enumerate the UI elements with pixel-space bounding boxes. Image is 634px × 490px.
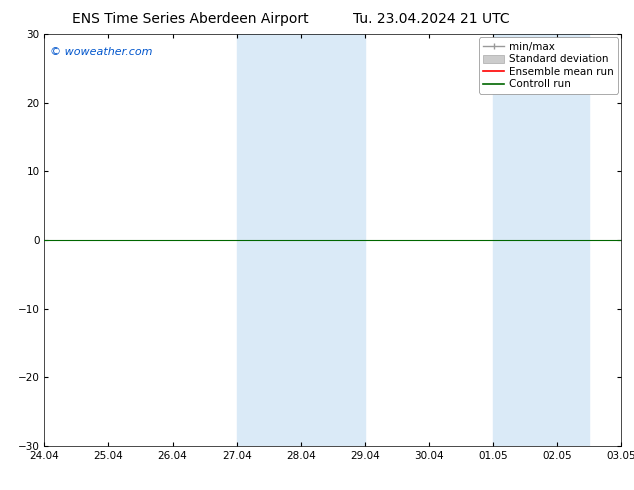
Text: © woweather.com: © woweather.com: [50, 47, 153, 57]
Text: ENS Time Series Aberdeen Airport: ENS Time Series Aberdeen Airport: [72, 12, 309, 26]
Legend: min/max, Standard deviation, Ensemble mean run, Controll run: min/max, Standard deviation, Ensemble me…: [479, 37, 618, 94]
Bar: [269, 34, 365, 446]
Bar: [493, 34, 525, 446]
Bar: [525, 34, 589, 446]
Text: Tu. 23.04.2024 21 UTC: Tu. 23.04.2024 21 UTC: [353, 12, 510, 26]
Bar: [236, 34, 269, 446]
